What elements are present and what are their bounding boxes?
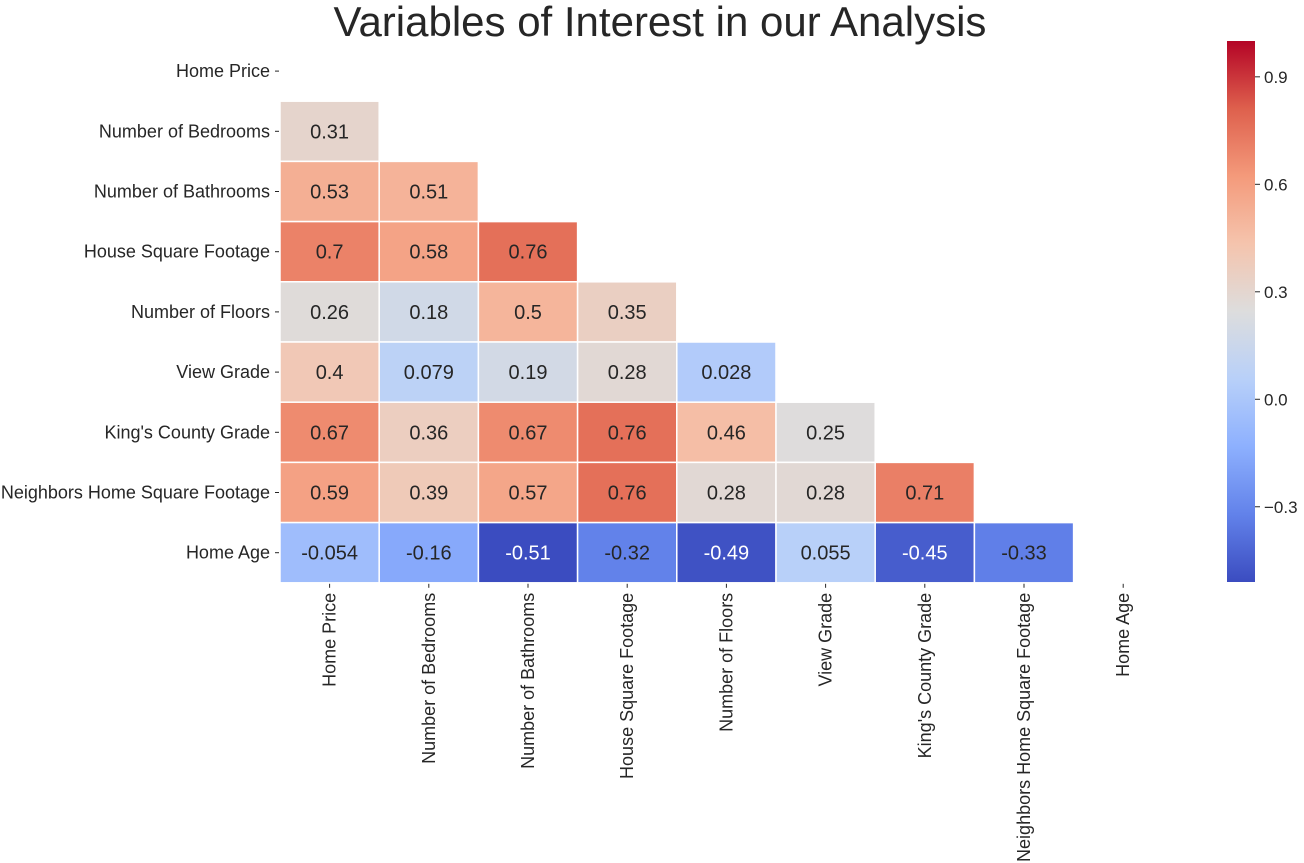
heatmap-cell-value: 0.28 xyxy=(806,483,845,505)
heatmap-cell-value: 0.39 xyxy=(409,483,448,505)
x-tick-label-home-age: Home Age xyxy=(1113,593,1133,677)
colorbar-tick-label: 0.9 xyxy=(1264,68,1288,87)
colorbar-tick-label: −0.3 xyxy=(1264,498,1298,517)
heatmap-cell-value: 0.67 xyxy=(509,422,548,444)
heatmap-cell xyxy=(874,521,976,584)
heatmap-cell xyxy=(576,281,678,343)
y-tick-label-house-square-footage: House Square Footage xyxy=(84,242,270,262)
x-axis: Home Price Number of Bedrooms Number of Ba… xyxy=(320,583,1133,862)
heatmap-cell-labels: 0.31 0.53 0.51 0.7 0.58 0.76 0.26 0.18 0.5 0.35 0.… xyxy=(301,121,1047,564)
y-tick-label-number-of-bedrooms: Number of Bedrooms xyxy=(99,121,270,141)
heatmap-cell xyxy=(378,401,480,464)
x-tick-label-number-of-bathrooms: Number of Bathrooms xyxy=(518,593,538,769)
colorbar-tick-label: 0.3 xyxy=(1264,283,1288,302)
heatmap-cell xyxy=(576,341,678,403)
heatmap-cell-value: 0.19 xyxy=(509,362,548,384)
y-tick-label-home-age: Home Age xyxy=(186,543,270,563)
y-tick-label-king-s-county-grade: King's County Grade xyxy=(104,422,270,442)
x-tick-label-neighbors-home-square-footage: Neighbors Home Square Footage xyxy=(1014,593,1034,862)
heatmap-cell-value: 0.58 xyxy=(409,242,448,264)
heatmap-cell-value: -0.16 xyxy=(406,543,452,565)
heatmap-cell-value: 0.31 xyxy=(310,121,349,143)
x-tick-label-number-of-floors: Number of Floors xyxy=(716,593,736,732)
y-tick-label-view-grade: View Grade xyxy=(176,362,270,382)
heatmap-cell-value: -0.49 xyxy=(704,543,750,565)
heatmap-cell xyxy=(775,461,876,524)
x-tick-label-king-s-county-grade: King's County Grade xyxy=(915,593,935,759)
colorbar-tick-label: 0.0 xyxy=(1264,390,1288,409)
heatmap-cell-value: 0.53 xyxy=(310,182,349,204)
heatmap-cell xyxy=(973,521,1075,584)
heatmap-cell-value: 0.26 xyxy=(310,302,349,324)
heatmap-cell-value: 0.25 xyxy=(806,422,845,444)
heatmap-cell xyxy=(775,521,876,584)
heatmap-cell xyxy=(279,461,380,524)
colorbar: 0.9 0.6 0.3 0.0 −0.3 xyxy=(1227,41,1298,582)
heatmap-cell-value: 0.57 xyxy=(509,483,548,505)
heatmap-cell-value: 0.28 xyxy=(707,483,746,505)
heatmap-cell-value: 0.76 xyxy=(608,483,647,505)
heatmap-cell-value: -0.054 xyxy=(301,543,358,565)
heatmap-cell xyxy=(874,461,976,524)
heatmap-cell-value: 0.28 xyxy=(608,362,647,384)
heatmap-cell-value: 0.028 xyxy=(701,362,751,384)
x-tick-label-home-price: Home Price xyxy=(320,593,340,687)
heatmap-cell-value: 0.71 xyxy=(905,483,944,505)
heatmap-cell-value: 0.76 xyxy=(608,422,647,444)
heatmap-cell xyxy=(378,160,480,223)
heatmap-cell xyxy=(775,401,876,464)
heatmap-cell-value: 0.76 xyxy=(509,242,548,264)
heatmap-cell-value: 0.079 xyxy=(404,362,454,384)
heatmap-cell-value: 0.59 xyxy=(310,483,349,505)
x-tick-label-house-square-footage: House Square Footage xyxy=(617,593,637,779)
heatmap-cell xyxy=(279,401,380,464)
heatmap-cell-value: -0.51 xyxy=(505,543,551,565)
heatmap-cell xyxy=(477,521,579,584)
heatmap-cell-value: -0.32 xyxy=(604,543,650,565)
heatmap-cell xyxy=(279,521,380,584)
colorbar-tick-label: 0.6 xyxy=(1264,175,1288,194)
heatmap-cell-value: 0.46 xyxy=(707,422,746,444)
heatmap-cell xyxy=(676,401,777,464)
heatmap-cell xyxy=(576,401,678,464)
heatmap-cell xyxy=(378,281,480,343)
heatmap-cell-value: 0.5 xyxy=(514,302,542,324)
heatmap-cell-value: 0.35 xyxy=(608,302,647,324)
chart-title: Variables of Interest in our Analysis xyxy=(334,0,987,45)
heatmap-cell-value: 0.18 xyxy=(409,302,448,324)
colorbar-scale xyxy=(1227,41,1255,582)
colorbar-ticks: 0.9 0.6 0.3 0.0 −0.3 xyxy=(1255,68,1298,517)
heatmap-cell xyxy=(477,401,579,464)
heatmap-cell xyxy=(378,341,480,403)
heatmap-cell-value: -0.33 xyxy=(1001,543,1047,565)
heatmap-cell-value: 0.36 xyxy=(409,422,448,444)
heatmap-cell-value: 0.67 xyxy=(310,422,349,444)
x-tick-label-view-grade: View Grade xyxy=(816,593,836,687)
heatmap-cell xyxy=(279,100,380,163)
y-tick-label-neighbors-home-square-footage: Neighbors Home Square Footage xyxy=(1,483,270,503)
heatmap-cell-value: 0.4 xyxy=(316,362,344,384)
y-tick-label-number-of-floors: Number of Floors xyxy=(131,302,270,322)
heatmap-cell xyxy=(378,461,480,524)
y-tick-label-number-of-bathrooms: Number of Bathrooms xyxy=(94,182,270,202)
heatmap-cells xyxy=(279,100,1075,584)
x-tick-label-number-of-bedrooms: Number of Bedrooms xyxy=(419,593,439,764)
heatmap-cell xyxy=(477,220,579,283)
heatmap-cell-value: 0.055 xyxy=(801,543,851,565)
heatmap-cell xyxy=(279,160,380,223)
heatmap-cell-value: -0.45 xyxy=(902,543,948,565)
heatmap-cell-value: 0.7 xyxy=(316,242,344,264)
heatmap-cell-value: 0.51 xyxy=(409,182,448,204)
y-axis: Home Price Number of Bedrooms Number of Ba… xyxy=(1,61,279,563)
y-tick-label-home-price: Home Price xyxy=(176,61,270,81)
